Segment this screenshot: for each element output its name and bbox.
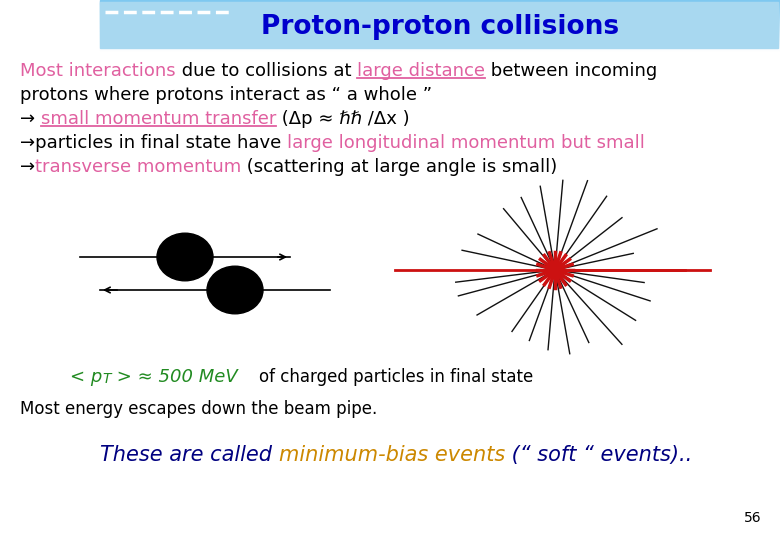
Bar [100,1,780,2]
Bar [100,32,780,33]
Bar [100,25,780,26]
Bar [100,0,780,1]
Bar [100,15,780,16]
Bar [100,4,780,5]
Ellipse shape [207,266,263,314]
Bar [100,24,780,25]
Bar [100,6,780,7]
Bar [100,17,780,18]
Bar [100,37,780,38]
Bar [100,23,780,24]
Bar [100,13,780,14]
Bar [100,22,780,23]
Text: →particles in final state have: →particles in final state have [20,134,287,152]
Bar [100,9,780,10]
Bar [100,44,780,45]
Bar [100,39,780,40]
Text: (“ soft “ events)..: (“ soft “ events).. [505,445,692,465]
Bar [100,33,780,34]
Bar [100,19,780,20]
Bar [100,16,780,17]
Bar [100,34,780,35]
Bar [100,41,780,42]
Text: > ≈ 500 MeV: > ≈ 500 MeV [111,368,237,386]
Bar [100,11,780,12]
Text: (scattering at large angle is small): (scattering at large angle is small) [241,158,558,176]
Bar [100,30,780,31]
Bar [100,2,780,3]
Circle shape [546,261,564,279]
Bar [100,36,780,37]
Text: transverse momentum: transverse momentum [35,158,241,176]
Bar [100,5,780,6]
Bar [100,27,780,28]
Text: < p: < p [70,368,102,386]
Text: protons where protons interact as “ a whole ”: protons where protons interact as “ a wh… [20,86,432,104]
Bar [100,31,780,32]
Bar [100,40,780,41]
Bar [100,8,780,9]
Bar [100,35,780,36]
Text: minimum-bias events: minimum-bias events [278,445,505,465]
Bar [100,47,780,48]
Ellipse shape [157,233,213,281]
Text: small momentum transfer: small momentum transfer [41,110,276,128]
Text: due to collisions at: due to collisions at [176,62,357,80]
Text: →: → [20,158,35,176]
Bar [100,7,780,8]
Bar [100,38,780,39]
Text: of charged particles in final state: of charged particles in final state [237,368,533,386]
Bar [100,14,780,15]
Bar [100,10,780,11]
Text: (Δp ≈ ℏℏ /Δx ): (Δp ≈ ℏℏ /Δx ) [276,110,410,128]
Text: Proton-proton collisions: Proton-proton collisions [261,14,619,40]
Text: Most energy escapes down the beam pipe.: Most energy escapes down the beam pipe. [20,400,378,418]
Text: →: → [20,110,41,128]
Bar [100,20,780,21]
Text: between incoming: between incoming [485,62,657,80]
Bar [100,26,780,27]
Text: large distance: large distance [357,62,485,80]
Bar [100,28,780,29]
Bar [100,3,780,4]
Bar [100,43,780,44]
Bar [100,18,780,19]
Bar [100,29,780,30]
Bar [100,2,778,48]
Text: T: T [102,372,111,386]
Text: 56: 56 [744,511,762,525]
Bar [100,49,780,50]
Text: These are called: These are called [100,445,278,465]
Bar [100,12,780,13]
Bar [100,42,780,43]
Bar [100,21,780,22]
Bar [100,48,780,49]
Bar [100,46,780,47]
Text: large longitudinal momentum but small: large longitudinal momentum but small [287,134,645,152]
Text: Most interactions: Most interactions [20,62,176,80]
Bar [100,45,780,46]
